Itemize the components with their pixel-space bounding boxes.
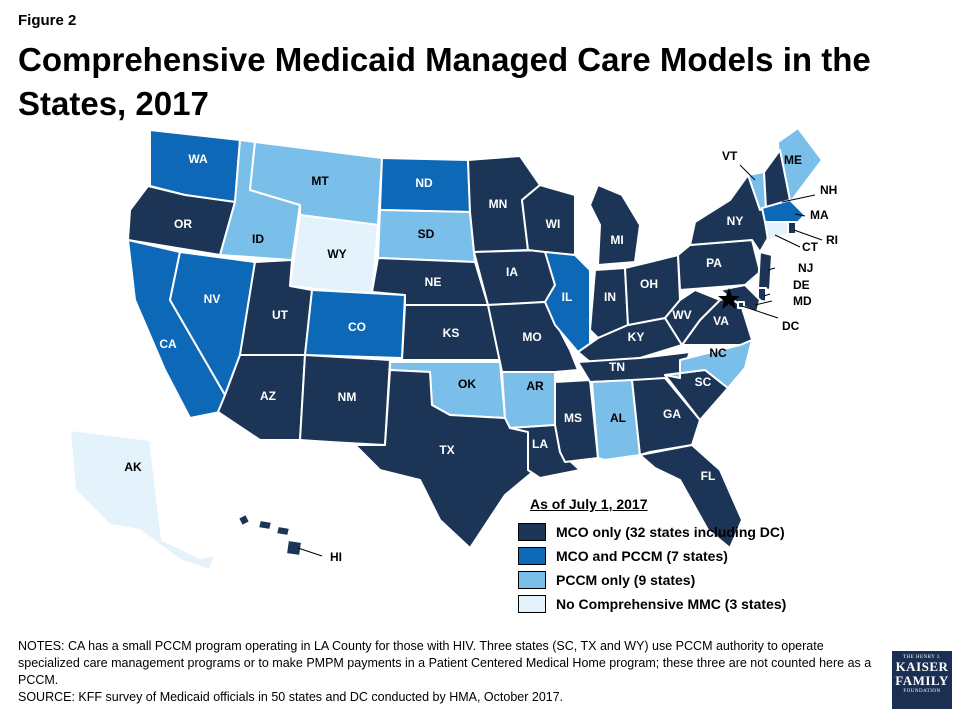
state-label-KY: KY bbox=[628, 330, 645, 344]
state-label-AR: AR bbox=[526, 379, 544, 393]
state-label-WI: WI bbox=[546, 217, 561, 231]
dc-star-icon bbox=[718, 288, 740, 309]
state-AK[interactable] bbox=[69, 429, 216, 571]
legend-label-pccm: PCCM only (9 states) bbox=[556, 572, 696, 588]
callout-leaders bbox=[297, 164, 823, 557]
state-label-MI: MI bbox=[610, 233, 623, 247]
state-NM[interactable] bbox=[299, 354, 391, 446]
legend-swatch-none bbox=[518, 595, 546, 613]
logo-line2a: KAISER bbox=[895, 659, 949, 674]
logo-line3: FOUNDATION bbox=[903, 689, 941, 694]
state-label-VT: VT bbox=[722, 149, 738, 163]
state-label-ME: ME bbox=[784, 153, 802, 167]
state-label-NH: NH bbox=[820, 183, 837, 197]
state-label-RI: RI bbox=[826, 233, 838, 247]
state-label-TX: TX bbox=[439, 443, 454, 457]
state-label-UT: UT bbox=[272, 308, 289, 322]
legend-item-mco: MCO only (32 states including DC) bbox=[518, 520, 786, 544]
logo-line1: THE HENRY J. bbox=[902, 655, 942, 660]
state-label-VA: VA bbox=[713, 314, 729, 328]
state-NJ[interactable] bbox=[757, 251, 773, 291]
chart-title: Comprehensive Medicaid Managed Care Mode… bbox=[18, 41, 871, 122]
state-label-MO: MO bbox=[522, 330, 541, 344]
legend: As of July 1, 2017 MCO only (32 states i… bbox=[518, 496, 786, 616]
state-label-PA: PA bbox=[706, 256, 722, 270]
state-label-NC: NC bbox=[709, 346, 727, 360]
state-label-NE: NE bbox=[425, 275, 442, 289]
state-label-OH: OH bbox=[640, 277, 658, 291]
legend-heading: As of July 1, 2017 bbox=[530, 496, 648, 512]
state-label-CT: CT bbox=[802, 240, 819, 254]
state-TX[interactable] bbox=[354, 369, 536, 549]
state-label-IL: IL bbox=[562, 290, 573, 304]
state-label-OK: OK bbox=[458, 377, 476, 391]
state-AL[interactable] bbox=[591, 379, 641, 461]
state-label-AL: AL bbox=[610, 411, 626, 425]
state-label-NV: NV bbox=[204, 292, 221, 306]
state-label-HI: HI bbox=[330, 550, 342, 564]
state-label-WV: WV bbox=[672, 308, 691, 322]
figure-label: Figure 2 bbox=[18, 12, 77, 29]
state-HI[interactable] bbox=[237, 513, 303, 557]
state-label-AK: AK bbox=[124, 460, 142, 474]
state-label-CO: CO bbox=[348, 320, 366, 334]
legend-swatch-mco bbox=[518, 523, 546, 541]
state-label-SC: SC bbox=[695, 375, 712, 389]
state-label-KS: KS bbox=[443, 326, 460, 340]
notes-block: NOTES: CA has a small PCCM program opera… bbox=[18, 638, 884, 706]
state-label-AZ: AZ bbox=[260, 389, 276, 403]
state-label-IA: IA bbox=[506, 265, 518, 279]
state-DC[interactable] bbox=[737, 301, 745, 309]
state-label-MA: MA bbox=[810, 208, 829, 222]
source-text: SOURCE: KFF survey of Medicaid officials… bbox=[18, 690, 564, 704]
state-label-IN: IN bbox=[604, 290, 616, 304]
logo-line2b: FAMILY bbox=[895, 673, 949, 688]
state-label-NM: NM bbox=[338, 390, 357, 404]
state-label-WY: WY bbox=[327, 247, 346, 261]
state-label-NJ: NJ bbox=[798, 261, 813, 275]
state-label-DE: DE bbox=[793, 278, 810, 292]
legend-item-none: No Comprehensive MMC (3 states) bbox=[518, 592, 786, 616]
legend-label-none: No Comprehensive MMC (3 states) bbox=[556, 596, 787, 612]
state-label-ND: ND bbox=[415, 176, 433, 190]
legend-item-mco-pccm: MCO and PCCM (7 states) bbox=[518, 544, 786, 568]
state-label-ID: ID bbox=[252, 232, 264, 246]
state-label-WA: WA bbox=[188, 152, 208, 166]
legend-label-mco-pccm: MCO and PCCM (7 states) bbox=[556, 548, 728, 564]
legend-swatch-pccm bbox=[518, 571, 546, 589]
state-label-TN: TN bbox=[609, 360, 625, 374]
state-label-FL: FL bbox=[701, 469, 716, 483]
state-label-NY: NY bbox=[727, 214, 744, 228]
kff-logo: THE HENRY J. KAISER FAMILY FOUNDATION bbox=[892, 651, 952, 709]
state-label-CA: CA bbox=[159, 337, 177, 351]
state-label-MT: MT bbox=[311, 174, 329, 188]
notes-text: NOTES: CA has a small PCCM program opera… bbox=[18, 639, 872, 687]
legend-label-mco: MCO only (32 states including DC) bbox=[556, 524, 785, 540]
state-WV[interactable] bbox=[664, 289, 721, 346]
legend-swatch-mco-pccm bbox=[518, 547, 546, 565]
state-label-OR: OR bbox=[174, 217, 192, 231]
legend-item-pccm: PCCM only (9 states) bbox=[518, 568, 786, 592]
state-CT[interactable] bbox=[764, 221, 789, 241]
state-label-MD: MD bbox=[793, 294, 812, 308]
state-MI[interactable] bbox=[589, 184, 641, 266]
state-label-GA: GA bbox=[663, 407, 681, 421]
state-label-LA: LA bbox=[532, 437, 548, 451]
state-RI[interactable] bbox=[787, 221, 797, 235]
state-label-DC: DC bbox=[782, 319, 800, 333]
state-label-MN: MN bbox=[489, 197, 508, 211]
state-FL[interactable] bbox=[639, 444, 743, 549]
state-label-SD: SD bbox=[418, 227, 435, 241]
state-label-MS: MS bbox=[564, 411, 582, 425]
